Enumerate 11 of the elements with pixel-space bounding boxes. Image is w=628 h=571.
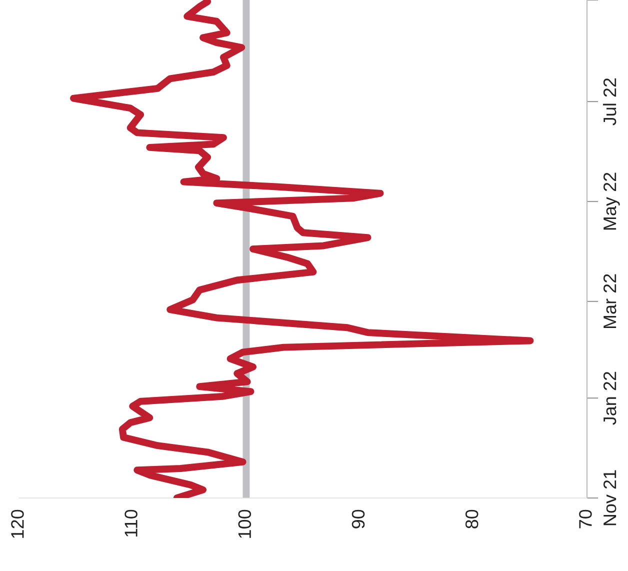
x-tick-label: 80: [465, 510, 478, 528]
x-tick-label: 70: [579, 510, 592, 528]
y-tick-label: Jul 22: [602, 78, 616, 126]
x-tick-label: 100: [238, 510, 252, 538]
y-tick-label: Nov 21: [603, 470, 616, 526]
y-tick-label: Mar 22: [603, 274, 616, 328]
y-tick-label: Jan 22: [603, 372, 616, 425]
x-tick-label: 90: [352, 510, 365, 528]
x-tick-label: 110: [124, 510, 138, 537]
x-tick-label: 120: [11, 510, 24, 538]
y-tick-label: May 22: [603, 172, 620, 230]
